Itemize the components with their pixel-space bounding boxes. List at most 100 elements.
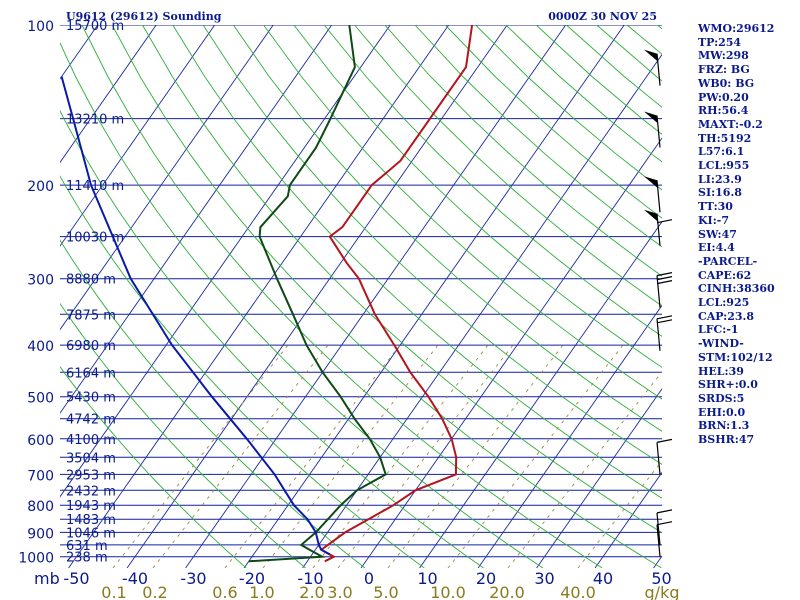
- sounding-index-item: LCL:955: [698, 159, 750, 173]
- height-label: 3504 m: [66, 451, 116, 466]
- mixing-ratio-tick-label: 0.1: [101, 583, 126, 600]
- pressure-label: 300: [27, 273, 54, 289]
- isotherm-line: [243, 25, 625, 568]
- sounding-index-item: SW:47: [698, 227, 737, 241]
- sounding-index-item: L57:6.1: [698, 145, 745, 159]
- isotherm-line: [0, 25, 39, 568]
- wind-barb-tick: [656, 319, 673, 324]
- wind-barb: [656, 315, 673, 351]
- wind-barb-flag: [644, 209, 658, 222]
- pressure-label: 500: [27, 391, 54, 407]
- wind-barb: [644, 209, 673, 246]
- sounding-index-item: -PARCEL-: [698, 254, 758, 268]
- wind-barb-tick: [656, 509, 673, 514]
- wind-barb-staff: [656, 442, 661, 475]
- sounding-index-item: STM:102/12: [698, 350, 773, 364]
- temperature-tick-label: 40: [593, 569, 613, 588]
- sounding-index-item: PW:0.20: [698, 90, 749, 104]
- height-label: 11410 m: [66, 179, 124, 194]
- dry-adiabat-line: [263, 25, 662, 400]
- sounding-index-item: LFC:-1: [698, 323, 739, 337]
- sounding-index-item: LI:23.9: [698, 172, 742, 186]
- temperature-tick-label: 50: [651, 569, 671, 588]
- pressure-label: 800: [27, 499, 54, 515]
- mixing-ratio-tick-label: 20.0: [489, 583, 525, 600]
- dry-adiabat-line: [323, 25, 662, 337]
- height-label: 13210 m: [66, 113, 124, 128]
- dry-adiabat-line: [384, 25, 662, 277]
- dry-adiabat-line: [172, 25, 662, 499]
- sounding-index-item: CINH:38360: [698, 282, 775, 296]
- pressure-label: 900: [27, 526, 54, 542]
- isotherm-line: [594, 471, 662, 568]
- mixing-ratio-tick-label: 2.0: [299, 583, 324, 600]
- dry-adiabat-line: [60, 366, 247, 568]
- isotherm-line: [68, 25, 450, 568]
- sounding-index-item: MW:298: [698, 49, 749, 63]
- wind-barb-flag: [644, 176, 658, 189]
- sounding-index-item: SRDS:5: [698, 391, 745, 405]
- temperature-tick-label: 20: [476, 569, 496, 588]
- wind-barb: [656, 438, 673, 475]
- sounding-index-item: BSHR:47: [698, 433, 755, 447]
- mixing-ratio-tick-label: 0.2: [142, 583, 167, 600]
- sounding-index-item: WB0: BG: [698, 76, 755, 90]
- height-label: 5430 m: [66, 391, 116, 406]
- wind-barb-tick: [656, 315, 673, 320]
- mixing-ratio-unit-label: g/kg: [645, 583, 680, 600]
- isotherm-line: [302, 53, 662, 568]
- wind-barb: [644, 111, 661, 148]
- isotherm-line: [477, 304, 662, 568]
- sounding-index-item: BRN:1.3: [698, 419, 750, 433]
- isotherm-line: [60, 25, 274, 331]
- temperature-tick-label: -40: [122, 569, 148, 588]
- temperature-tick-label: 0: [364, 569, 374, 588]
- temperature-tick-label: -20: [239, 569, 265, 588]
- sounding-index-item: CAPE:62: [698, 268, 752, 282]
- height-label: 2953 m: [66, 468, 116, 483]
- dry-adiabat-line: [414, 25, 662, 248]
- mixing-ratio-tick-label: 3.0: [327, 583, 352, 600]
- sounding-index-item: FRZ: BG: [698, 63, 750, 77]
- height-label: 1046 m: [66, 526, 116, 541]
- sounding-index-item: TP:254: [698, 35, 742, 49]
- dry-adiabat-line: [60, 175, 425, 568]
- mixing-ratio-tick-label: 0.6: [212, 583, 237, 600]
- height-label: 2432 m: [66, 484, 116, 499]
- temperature-tick-label: -10: [297, 569, 323, 588]
- pressure-label: 400: [27, 339, 54, 355]
- isotherm-line: [60, 25, 391, 498]
- height-label: 6980 m: [66, 339, 116, 354]
- height-label: 6164 m: [66, 366, 116, 381]
- isotherm-line: [419, 220, 662, 568]
- mixing-ratio-tick-label: 40.0: [560, 583, 596, 600]
- dry-adiabat-line: [293, 25, 662, 368]
- wind-barb: [656, 509, 673, 545]
- pressure-label: 600: [27, 433, 54, 449]
- dry-adiabat-line: [354, 25, 662, 307]
- dewpoint-line: [248, 25, 387, 563]
- sounding-index-item: CAP:23.8: [698, 309, 755, 323]
- wind-barb-tick: [656, 438, 673, 443]
- isotherm-line: [60, 25, 157, 164]
- temperature-tick-label: -50: [63, 569, 89, 588]
- sounding-index-item: RH:56.4: [698, 104, 749, 118]
- isotherm-line: [126, 25, 508, 568]
- sounding-index-item: EHI:0.0: [698, 405, 746, 419]
- wind-barb-staff: [656, 275, 661, 308]
- sounding-index-item: KI:-7: [698, 213, 729, 227]
- dry-adiabat-line: [60, 302, 306, 568]
- sounding-index-item: MAXT:-0.2: [698, 117, 763, 131]
- dry-adiabat-line: [233, 25, 662, 432]
- wind-barb-tick: [656, 272, 673, 277]
- sounding-index-item: WMO:29612: [698, 22, 775, 35]
- height-label: 8880 m: [66, 273, 116, 288]
- sounding-indices: WMO:29612 TP:254 MW:298 FRZ: BG WB0: BG PW:0.…: [698, 22, 798, 447]
- temperature-line: [319, 25, 474, 563]
- sounding-index-item: TH:5192: [698, 131, 752, 145]
- sounding-index-item: SHR+:0.0: [698, 378, 758, 392]
- chart-title: U9612 (29612) Sounding: [66, 10, 222, 23]
- dry-adiabat-line: [111, 25, 662, 568]
- sounding-index-item: LCL:925: [698, 296, 750, 310]
